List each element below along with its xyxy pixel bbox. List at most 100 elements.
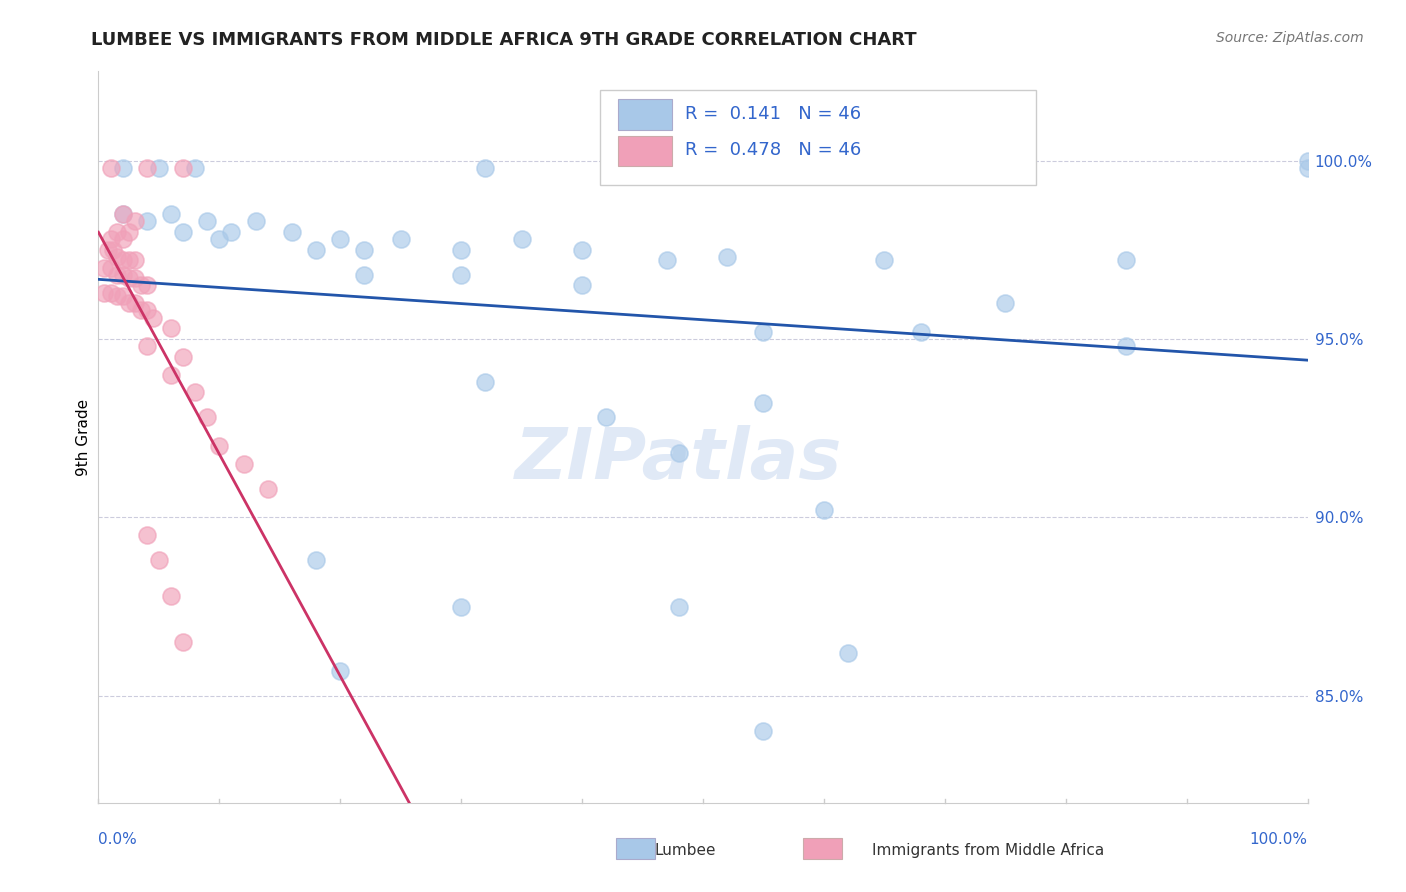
FancyBboxPatch shape xyxy=(616,838,655,859)
Point xyxy=(172,635,194,649)
Point xyxy=(93,260,115,275)
Point xyxy=(129,278,152,293)
Point xyxy=(111,253,134,268)
Point xyxy=(837,646,859,660)
Point xyxy=(124,271,146,285)
Point xyxy=(789,161,811,175)
Point xyxy=(208,232,231,246)
Point xyxy=(135,528,157,542)
Point xyxy=(160,368,183,382)
Point xyxy=(752,325,775,339)
Point xyxy=(100,285,122,300)
Point xyxy=(160,207,183,221)
Point xyxy=(668,446,690,460)
Point xyxy=(813,503,835,517)
Point xyxy=(148,161,170,175)
Point xyxy=(97,243,120,257)
Point xyxy=(135,339,157,353)
FancyBboxPatch shape xyxy=(600,90,1035,185)
FancyBboxPatch shape xyxy=(803,838,842,859)
Point xyxy=(184,385,207,400)
Text: 100.0%: 100.0% xyxy=(1250,832,1308,847)
Point xyxy=(100,232,122,246)
Text: Lumbee: Lumbee xyxy=(655,843,716,858)
Point xyxy=(105,289,128,303)
Text: R =  0.141   N = 46: R = 0.141 N = 46 xyxy=(685,104,860,123)
Point xyxy=(232,457,254,471)
Text: Source: ZipAtlas.com: Source: ZipAtlas.com xyxy=(1216,31,1364,45)
Point xyxy=(100,260,122,275)
Point xyxy=(160,589,183,603)
Point xyxy=(105,250,128,264)
Point xyxy=(510,232,533,246)
Point xyxy=(118,296,141,310)
Point xyxy=(450,243,472,257)
Point xyxy=(135,214,157,228)
Point xyxy=(595,410,617,425)
Point xyxy=(111,232,134,246)
Point xyxy=(1296,153,1319,168)
FancyBboxPatch shape xyxy=(619,99,672,130)
Point xyxy=(994,296,1017,310)
Point xyxy=(245,214,267,228)
Point xyxy=(571,278,593,293)
Point xyxy=(100,161,122,175)
Point xyxy=(305,553,328,567)
Point xyxy=(281,225,304,239)
Point xyxy=(353,243,375,257)
Point xyxy=(1296,161,1319,175)
Point xyxy=(111,207,134,221)
Point xyxy=(135,303,157,318)
Point xyxy=(450,599,472,614)
Point xyxy=(111,161,134,175)
Point xyxy=(195,214,218,228)
Point xyxy=(1115,253,1137,268)
Y-axis label: 9th Grade: 9th Grade xyxy=(76,399,91,475)
Point xyxy=(105,225,128,239)
Point xyxy=(124,253,146,268)
Point xyxy=(184,161,207,175)
Point xyxy=(124,214,146,228)
Point xyxy=(160,321,183,335)
Point xyxy=(668,599,690,614)
Point xyxy=(93,285,115,300)
Point xyxy=(135,278,157,293)
Point xyxy=(118,225,141,239)
Point xyxy=(474,161,496,175)
Point xyxy=(172,225,194,239)
Point xyxy=(571,243,593,257)
Text: 0.0%: 0.0% xyxy=(98,832,138,847)
Point xyxy=(474,375,496,389)
Point xyxy=(111,268,134,282)
Point xyxy=(101,243,124,257)
Point xyxy=(111,289,134,303)
Point xyxy=(195,410,218,425)
Point xyxy=(256,482,278,496)
Point xyxy=(208,439,231,453)
FancyBboxPatch shape xyxy=(619,136,672,167)
Point xyxy=(142,310,165,325)
Point xyxy=(305,243,328,257)
Point xyxy=(111,207,134,221)
Point xyxy=(389,232,412,246)
Point xyxy=(450,268,472,282)
Text: ZIPatlas: ZIPatlas xyxy=(515,425,842,493)
Point xyxy=(118,271,141,285)
Point xyxy=(172,350,194,364)
Point xyxy=(148,553,170,567)
Point xyxy=(221,225,243,239)
Point xyxy=(994,161,1017,175)
Point xyxy=(716,250,738,264)
Point xyxy=(172,161,194,175)
Point xyxy=(873,253,896,268)
Point xyxy=(135,161,157,175)
Point xyxy=(655,253,678,268)
Point xyxy=(129,303,152,318)
Point xyxy=(353,268,375,282)
Point xyxy=(1115,339,1137,353)
Point xyxy=(105,268,128,282)
Point xyxy=(118,253,141,268)
Text: R =  0.478   N = 46: R = 0.478 N = 46 xyxy=(685,141,860,160)
Point xyxy=(124,296,146,310)
Point xyxy=(752,396,775,410)
